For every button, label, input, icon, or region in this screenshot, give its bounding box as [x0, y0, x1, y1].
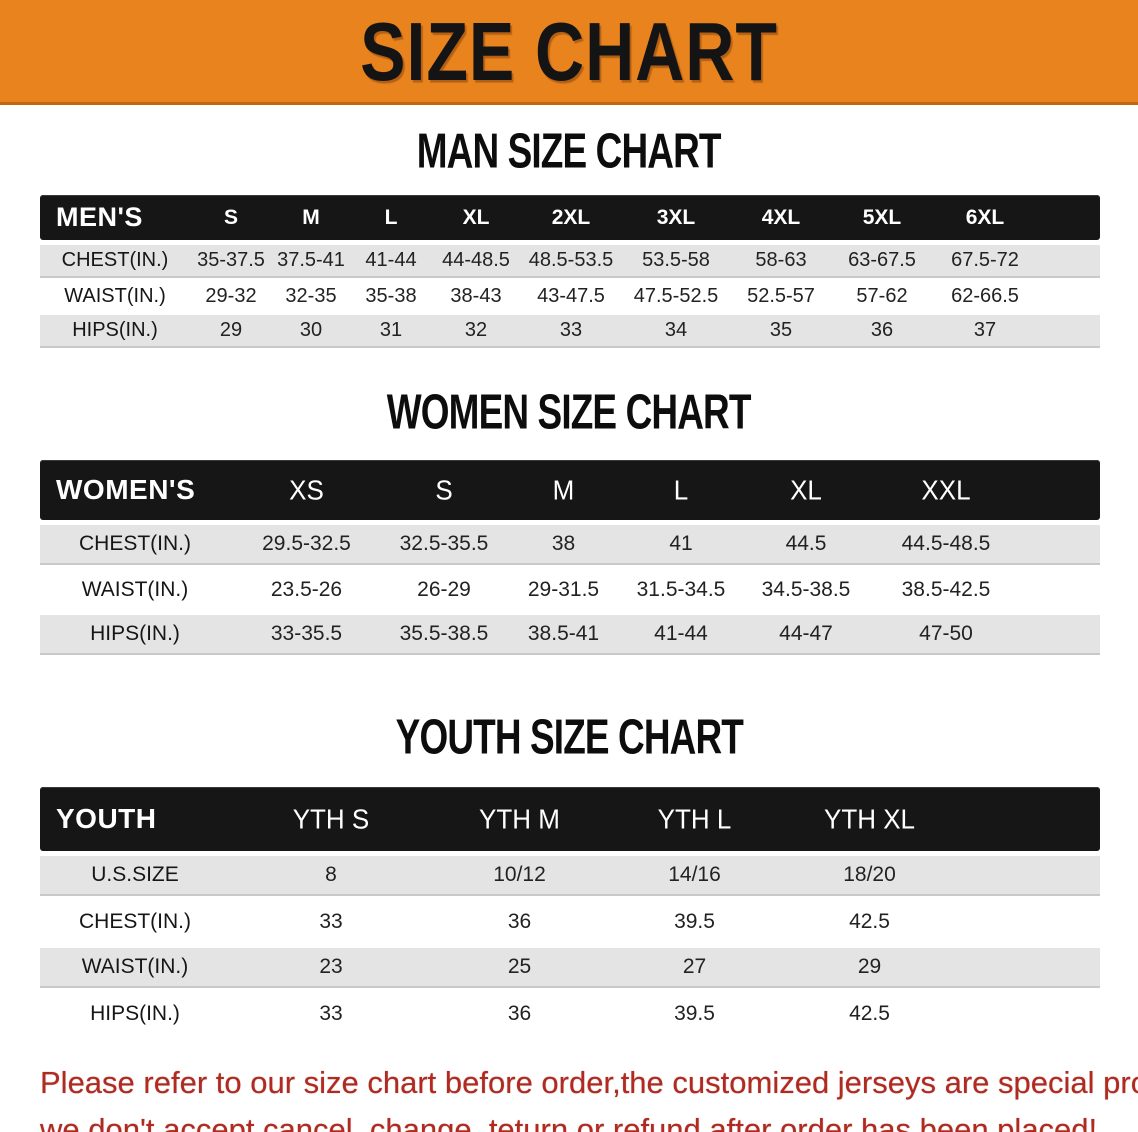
men-size-col: 2XL [551, 205, 591, 229]
women-size-col: XS [289, 473, 324, 506]
men-size-col: S [223, 205, 238, 229]
men-size-col: 3XL [656, 205, 696, 229]
banner-title: SIZE CHART [360, 4, 778, 98]
youth-chest-row: CHEST(IN.) 33 36 39.5 42.5 [40, 903, 1100, 941]
women-table-header: WOMEN'S XS S M L XL XXL [40, 460, 1100, 520]
men-size-col: XL [462, 205, 490, 229]
footer-note: Please refer to our size chart before or… [40, 1059, 1138, 1132]
women-size-col: L [673, 473, 689, 506]
youth-size-table: YOUTH YTH S YTH M YTH L YTH XL U.S.SIZE … [40, 787, 1100, 1033]
women-size-col: XXL [921, 473, 971, 506]
men-waist-row: WAIST(IN.) 29-32 32-35 35-38 38-43 43-47… [40, 281, 1100, 312]
women-size-col: M [552, 473, 575, 506]
youth-size-col: YTH M [479, 802, 560, 835]
women-hips-row: HIPS(IN.) 33-35.5 35.5-38.5 38.5-41 41-4… [40, 615, 1100, 655]
men-size-table: MEN'S S M L XL 2XL 3XL 4XL 5XL 6XL CHEST… [40, 195, 1100, 348]
men-size-col: M [302, 205, 320, 229]
youth-size-col: YTH L [657, 802, 732, 835]
men-size-col: 6XL [965, 205, 1005, 229]
youth-size-col: YTH XL [823, 802, 916, 835]
youth-table-header: YOUTH YTH S YTH M YTH L YTH XL [40, 787, 1100, 851]
men-table-header: MEN'S S M L XL 2XL 3XL 4XL 5XL 6XL [40, 195, 1100, 240]
men-section-heading: MAN SIZE CHART [417, 122, 722, 179]
men-size-col: 5XL [862, 205, 902, 229]
men-size-col: L [384, 205, 398, 229]
women-size-col: S [435, 473, 453, 506]
youth-waist-row: WAIST(IN.) 23 25 27 29 [40, 948, 1100, 988]
women-chest-row: CHEST(IN.) 29.5-32.5 32.5-35.5 38 41 44.… [40, 525, 1100, 565]
men-hips-row: HIPS(IN.) 29 30 31 32 33 34 35 36 37 [40, 315, 1100, 348]
men-chest-row: CHEST(IN.) 35-37.5 37.5-41 41-44 44-48.5… [40, 245, 1100, 278]
women-waist-row: WAIST(IN.) 23.5-26 26-29 29-31.5 31.5-34… [40, 571, 1100, 609]
youth-section-heading: YOUTH SIZE CHART [395, 708, 743, 765]
women-header-label: WOMEN'S [56, 474, 196, 505]
banner: SIZE CHART [0, 0, 1138, 105]
youth-ussize-row: U.S.SIZE 8 10/12 14/16 18/20 [40, 856, 1100, 896]
footer-note-line2: we don't accept cancel, change, teturn o… [40, 1112, 1098, 1132]
youth-size-col: YTH S [292, 802, 370, 835]
youth-header-label: YOUTH [56, 803, 157, 834]
women-section-heading: WOMEN SIZE CHART [387, 383, 752, 440]
women-size-col: XL [790, 473, 822, 506]
men-header-label: MEN'S [56, 202, 143, 232]
men-size-col: 4XL [761, 205, 801, 229]
women-size-table: WOMEN'S XS S M L XL XXL CHEST(IN.) 29.5-… [40, 460, 1100, 655]
youth-hips-row: HIPS(IN.) 33 36 39.5 42.5 [40, 995, 1100, 1033]
footer-note-line1: Please refer to our size chart before or… [40, 1065, 1138, 1100]
